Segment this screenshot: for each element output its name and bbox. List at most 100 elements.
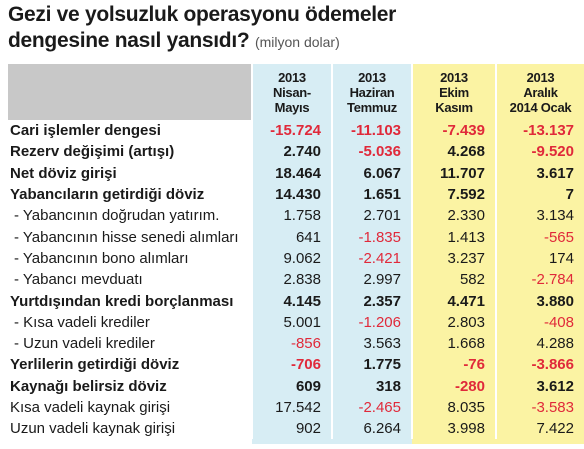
table-row: Kaynağı belirsiz döviz 609 318 -280 3.612: [8, 375, 584, 397]
value-cell: 17.542: [251, 396, 332, 419]
value-cell: -76: [411, 354, 496, 376]
chart-title: Gezi ve yolsuzluk operasyonu ödemeler de…: [8, 2, 396, 55]
value-cell: -11.103: [331, 120, 412, 142]
table-row: - Yabancı mevduatı 2.838 2.997 582 -2.784: [8, 269, 584, 291]
value-cell: -3.866: [495, 354, 584, 376]
value-cell: 2.740: [251, 141, 332, 163]
value-cell: 318: [331, 375, 412, 397]
column-header: 2013 Nisan- Mayıs: [251, 64, 332, 120]
value-cell: 2.330: [411, 205, 496, 227]
table-row: Yurtdışından kredi borçlanması 4.145 2.357…: [8, 290, 584, 312]
title-line-2: dengesine nasıl yansıdı?: [8, 29, 250, 52]
table-body: Cari işlemler dengesi -15.724 -11.103 -7.43…: [8, 120, 584, 440]
column-header: 2013 Aralık 2014 Ocak: [495, 64, 584, 120]
value-cell: 11.707: [411, 162, 496, 184]
value-cell: 9.062: [251, 247, 332, 270]
table-row: - Uzun vadeli krediler -856 3.563 1.668 4.28…: [8, 332, 584, 355]
value-cell: 3.617: [495, 162, 584, 184]
data-table: 2013 Nisan- Mayıs 2013 Haziran Temmuz 20…: [8, 64, 584, 440]
value-cell: -15.724: [251, 120, 332, 142]
table-row: Cari işlemler dengesi -15.724 -11.103 -7.43…: [8, 120, 584, 142]
value-cell: -280: [411, 375, 496, 397]
value-cell: -9.520: [495, 141, 584, 163]
row-label: Kısa vadeli kaynak girişi: [10, 399, 171, 416]
table-row: - Yabancının doğrudan yatırım. 1.758 2.701…: [8, 205, 584, 227]
value-cell: 2.838: [251, 269, 332, 291]
row-label: Yurtdışından kredi borçlanması: [10, 292, 234, 310]
table-row: Yerlilerin getirdiği döviz -706 1.775 -76 -3…: [8, 354, 584, 376]
table-row: Kısa vadeli kaynak girişi 17.542 -2.465 8.0…: [8, 396, 584, 419]
value-cell: 3.237: [411, 247, 496, 270]
value-cell: 3.612: [495, 375, 584, 397]
table-row: - Kısa vadeli krediler 5.001 -1.206 2.803 -4…: [8, 311, 584, 333]
table-row: Net döviz girişi 18.464 6.067 11.707 3.617: [8, 162, 584, 184]
value-cell: 4.471: [411, 290, 496, 312]
value-cell: -5.036: [331, 141, 412, 163]
value-cell: 4.268: [411, 141, 496, 163]
value-cell: -13.137: [495, 120, 584, 142]
value-cell: 7: [495, 183, 584, 206]
row-label: - Yabancı mevduatı: [14, 271, 143, 289]
row-label: Cari işlemler dengesi: [10, 122, 161, 140]
value-cell: 3.563: [331, 332, 412, 355]
value-cell: 609: [251, 375, 332, 397]
row-label: Uzun vadeli kaynak girişi: [10, 420, 176, 438]
value-cell: -1.206: [331, 311, 412, 333]
value-cell: 5.001: [251, 311, 332, 333]
unit-label: (milyon dolar): [254, 34, 340, 50]
table-row: - Yabancının hisse senedi alımları 641 -1.…: [8, 226, 584, 248]
value-cell: 1.668: [411, 332, 496, 355]
value-cell: 3.134: [495, 205, 584, 227]
value-cell: 582: [411, 269, 496, 291]
value-cell: 3.998: [411, 418, 496, 440]
table-row: Rezerv değişimi (artışı) 2.740 -5.036 4.268…: [8, 141, 584, 163]
value-cell: -2.421: [331, 247, 412, 270]
value-cell: 902: [251, 418, 332, 440]
value-cell: 641: [251, 226, 332, 248]
row-label: - Kısa vadeli krediler: [14, 313, 150, 331]
value-cell: 4.145: [251, 290, 332, 312]
value-cell: 2.357: [331, 290, 412, 312]
row-label: Rezerv değişimi (artışı): [10, 143, 175, 161]
table-row: Yabancıların getirdiği döviz 14.430 1.651 7…: [8, 183, 584, 206]
value-cell: -856: [251, 332, 332, 355]
value-cell: -3.583: [495, 396, 584, 419]
row-label: - Uzun vadeli krediler: [14, 335, 155, 353]
header-row: 2013 Nisan- Mayıs 2013 Haziran Temmuz 20…: [8, 64, 584, 120]
table-row: - Yabancının bono alımları 9.062 -2.421 3.2…: [8, 247, 584, 270]
value-cell: 174: [495, 247, 584, 270]
value-cell: -2.784: [495, 269, 584, 291]
title-line-1: Gezi ve yolsuzluk operasyonu ödemeler: [8, 3, 397, 26]
value-cell: 7.592: [411, 183, 496, 206]
row-label: Kaynağı belirsiz döviz: [10, 377, 167, 395]
value-cell: -408: [495, 311, 584, 333]
header-label-cell: [8, 64, 252, 120]
value-cell: -565: [495, 226, 584, 248]
value-cell: 4.288: [495, 332, 584, 355]
row-label: Net döviz girişi: [10, 164, 117, 182]
value-cell: 3.880: [495, 290, 584, 312]
value-cell: 6.264: [331, 418, 412, 440]
column-header: 2013 Haziran Temmuz: [331, 64, 412, 120]
value-cell: 2.997: [331, 269, 412, 291]
value-cell: 7.422: [495, 418, 584, 440]
value-cell: 2.701: [331, 205, 412, 227]
row-label: Yerlilerin getirdiği döviz: [10, 356, 180, 374]
row-label: - Yabancının hisse senedi alımları: [14, 228, 239, 246]
value-cell: 8.035: [411, 396, 496, 419]
value-cell: -706: [251, 354, 332, 376]
value-cell: -1.835: [331, 226, 412, 248]
table-row: Uzun vadeli kaynak girişi 902 6.264 3.998 7.…: [8, 418, 584, 440]
value-cell: -7.439: [411, 120, 496, 142]
value-cell: 2.803: [411, 311, 496, 333]
value-cell: -2.465: [331, 396, 412, 419]
column-header: 2013 Ekim Kasım: [411, 64, 496, 120]
value-cell: 14.430: [251, 183, 332, 206]
value-cell: 1.775: [331, 354, 412, 376]
value-cell: 6.067: [331, 162, 412, 184]
row-label: - Yabancının bono alımları: [14, 249, 189, 267]
row-label: - Yabancının doğrudan yatırım.: [14, 207, 220, 225]
value-cell: 1.651: [331, 183, 412, 206]
value-cell: 18.464: [251, 162, 332, 184]
row-label: Yabancıların getirdiği döviz: [10, 186, 205, 204]
